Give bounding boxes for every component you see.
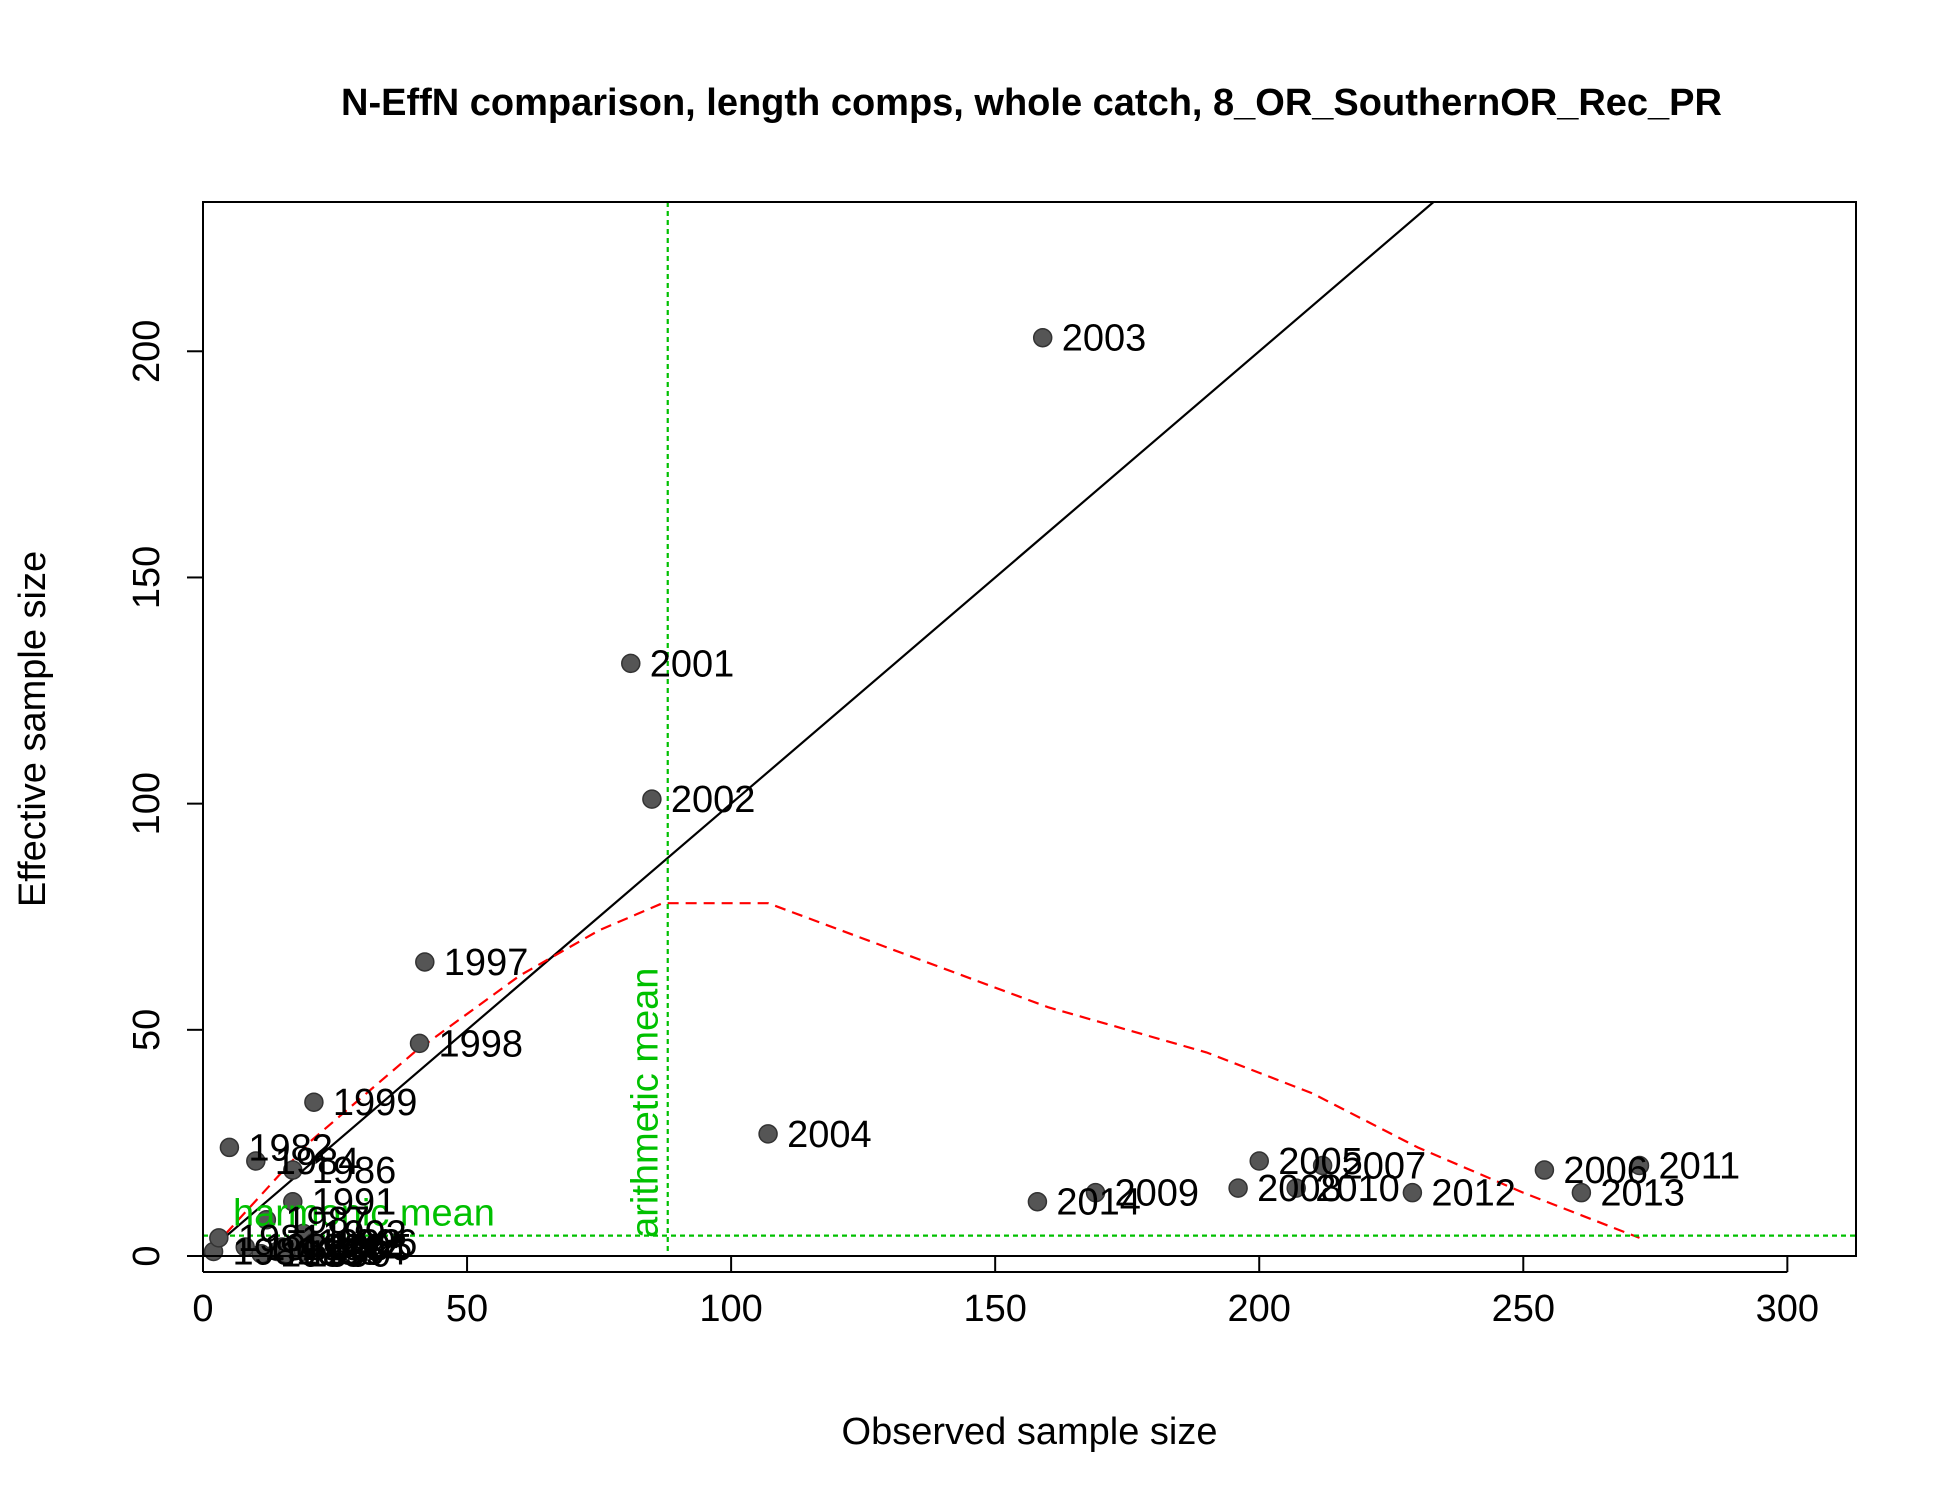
point-label: 2005: [1278, 1141, 1363, 1183]
data-point: [256, 1210, 277, 1230]
point-label: 2007: [1342, 1146, 1427, 1188]
data-point: [642, 789, 662, 809]
data-point: [1027, 1191, 1048, 1212]
data-point: [1571, 1182, 1592, 1203]
point-label: 2008: [1257, 1168, 1342, 1210]
data-point: [283, 1160, 303, 1180]
plot-frame: [202, 201, 1857, 1257]
point-label: 1985: [280, 1234, 365, 1276]
data-point: [1534, 1160, 1555, 1180]
data-point: [1312, 1155, 1333, 1176]
one-to-one-line: [203, 202, 1435, 1256]
point-label: 1981: [238, 1218, 323, 1260]
data-point: [409, 1033, 430, 1054]
point-label: 1993: [322, 1213, 407, 1255]
point-label: 2013: [1600, 1173, 1685, 1215]
point-label: 1998: [439, 1023, 524, 1065]
points-layer: [203, 327, 1650, 1264]
point-label: 2003: [1062, 318, 1147, 360]
point-label: 1987: [285, 1200, 370, 1242]
data-point: [304, 1232, 324, 1253]
data-point: [758, 1124, 778, 1144]
point-label: 1980: [233, 1231, 318, 1273]
point-label: 1997: [444, 942, 529, 984]
arithmetic-mean-label: arithmetic mean: [625, 968, 667, 1238]
point-label: 2010: [1315, 1168, 1400, 1210]
data-point: [621, 653, 641, 674]
point-label: 1988: [296, 1231, 381, 1273]
data-point: [1629, 1155, 1650, 1176]
point-label: 1990: [306, 1234, 391, 1276]
y-tick-label: 50: [126, 1009, 168, 1051]
point-label: 1986: [312, 1150, 397, 1192]
point-label: 2002: [671, 779, 756, 821]
reference-lines-layer: [203, 202, 1856, 1256]
x-axis-label: Observed sample size: [842, 1411, 1218, 1453]
data-point: [1402, 1182, 1423, 1203]
data-point: [1286, 1178, 1306, 1198]
point-label: 2011: [1658, 1146, 1740, 1188]
y-axis-label: Effective sample size: [12, 551, 54, 907]
y-tick-label: 150: [126, 546, 168, 609]
axes-layer: 0 50 100 150 200 250 300 0 50 100 150 200: [126, 320, 1819, 1330]
y-tick-label: 200: [126, 320, 168, 383]
data-point: [1032, 327, 1053, 348]
x-tick-label: 0: [192, 1288, 213, 1330]
x-tick-label: 150: [963, 1288, 1026, 1330]
point-label: 1992: [317, 1222, 402, 1264]
x-tick-label: 200: [1228, 1288, 1291, 1330]
point-label: 2004: [787, 1114, 872, 1156]
data-point: [1085, 1182, 1106, 1203]
point-label: 1983: [264, 1227, 349, 1269]
data-point: [304, 1092, 324, 1112]
point-label: 2014: [1056, 1182, 1141, 1224]
point-label: 1984: [275, 1141, 360, 1183]
point-label: 1995: [328, 1227, 413, 1269]
point-label: 2012: [1431, 1173, 1516, 1215]
data-point: [1249, 1151, 1269, 1171]
point-label: 1996: [333, 1222, 418, 1264]
chart-title: N-EffN comparison, length comps, whole c…: [341, 82, 1722, 124]
point-label: 1994: [322, 1231, 407, 1273]
x-tick-label: 50: [446, 1288, 488, 1330]
smoother-line: [212, 902, 1640, 1248]
x-tick-label: 250: [1492, 1288, 1555, 1330]
data-point: [246, 1151, 266, 1171]
point-label: 1991: [312, 1182, 397, 1224]
data-point: [283, 1191, 303, 1212]
y-tick-label: 100: [126, 772, 168, 835]
point-label: 2006: [1563, 1150, 1648, 1192]
point-label: 1982: [248, 1127, 333, 1169]
x-tick-label: 100: [699, 1288, 762, 1330]
data-point: [209, 1228, 229, 1248]
harmonic-mean-label: harmonic mean: [233, 1193, 495, 1235]
data-point: [415, 952, 435, 972]
point-label: 2001: [650, 643, 735, 685]
y-tick-label: 0: [126, 1245, 168, 1266]
point-label: 1989: [301, 1227, 386, 1269]
x-tick-label: 300: [1756, 1288, 1819, 1330]
data-point: [219, 1137, 240, 1158]
point-label: 1999: [333, 1082, 418, 1124]
point-label: 2009: [1115, 1173, 1200, 1215]
data-point: [1228, 1178, 1248, 1198]
